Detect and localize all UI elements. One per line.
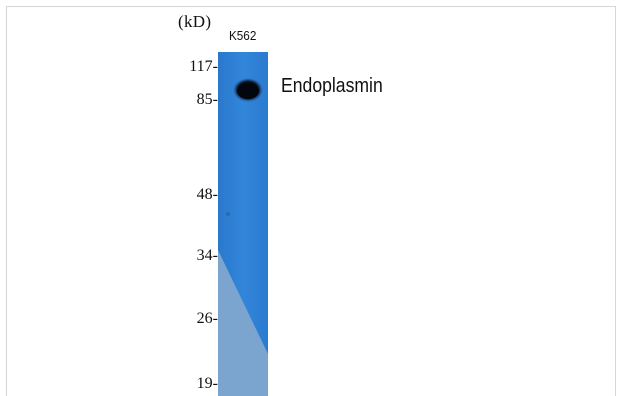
lane-speck bbox=[226, 212, 230, 216]
endoplasmin-band-core bbox=[237, 83, 259, 99]
molecular-weight-unit-label: (kD) bbox=[178, 12, 212, 31]
marker-19: 19- bbox=[196, 375, 218, 392]
marker-85: 85- bbox=[196, 91, 218, 108]
marker-117: 117- bbox=[189, 58, 218, 75]
frame-left-line bbox=[6, 6, 7, 396]
blot-lane bbox=[218, 52, 268, 396]
band-label-endoplasmin: Endoplasmin bbox=[281, 75, 383, 97]
blot-lane-image bbox=[218, 52, 268, 396]
marker-26: 26- bbox=[196, 310, 218, 327]
frame-top-line bbox=[6, 6, 616, 7]
marker-48: 48- bbox=[196, 186, 218, 203]
lane-label-k562: K562 bbox=[229, 28, 257, 43]
lane-faded-region bbox=[218, 250, 268, 396]
frame-right-line bbox=[615, 6, 616, 396]
marker-34: 34- bbox=[196, 247, 218, 264]
